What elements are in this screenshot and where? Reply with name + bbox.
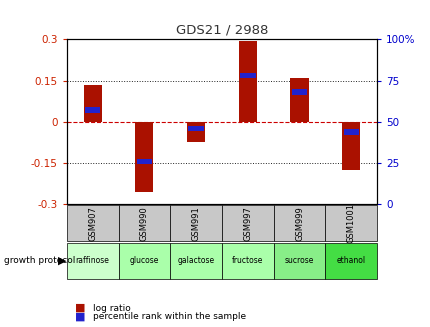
FancyBboxPatch shape [170, 205, 221, 241]
Text: ■: ■ [75, 312, 86, 321]
Bar [85, 107, 100, 113]
FancyBboxPatch shape [67, 243, 118, 279]
Text: ▶: ▶ [58, 256, 67, 266]
Text: log ratio: log ratio [92, 303, 130, 313]
FancyBboxPatch shape [221, 205, 273, 241]
FancyBboxPatch shape [67, 205, 118, 241]
Text: glucose: glucose [129, 256, 159, 265]
Text: galactose: galactose [177, 256, 214, 265]
Text: GSM999: GSM999 [295, 206, 303, 241]
Text: percentile rank within the sample: percentile rank within the sample [92, 312, 245, 321]
Bar [83, 85, 101, 122]
Text: GSM991: GSM991 [191, 206, 200, 241]
Bar [136, 159, 152, 164]
Text: ethanol: ethanol [336, 256, 365, 265]
FancyBboxPatch shape [118, 243, 170, 279]
FancyBboxPatch shape [273, 243, 325, 279]
FancyBboxPatch shape [221, 243, 273, 279]
Bar [188, 126, 203, 131]
Bar [238, 41, 256, 122]
Text: sucrose: sucrose [284, 256, 313, 265]
Bar [290, 78, 308, 122]
Title: GDS21 / 2988: GDS21 / 2988 [175, 24, 267, 37]
Text: GSM1001: GSM1001 [346, 203, 355, 243]
Text: fructose: fructose [232, 256, 263, 265]
FancyBboxPatch shape [273, 205, 325, 241]
Text: GSM997: GSM997 [243, 206, 252, 241]
Bar [187, 122, 205, 143]
Bar [135, 122, 153, 192]
Text: GSM907: GSM907 [88, 206, 97, 241]
Bar [240, 73, 255, 78]
FancyBboxPatch shape [118, 205, 170, 241]
Text: growth protocol: growth protocol [4, 256, 76, 265]
Text: GSM990: GSM990 [140, 206, 148, 241]
Text: raffinose: raffinose [76, 256, 109, 265]
FancyBboxPatch shape [325, 243, 376, 279]
Bar [343, 129, 358, 135]
Bar [341, 122, 359, 170]
Bar [291, 89, 307, 95]
Text: ■: ■ [75, 303, 86, 313]
FancyBboxPatch shape [170, 243, 221, 279]
FancyBboxPatch shape [325, 205, 376, 241]
